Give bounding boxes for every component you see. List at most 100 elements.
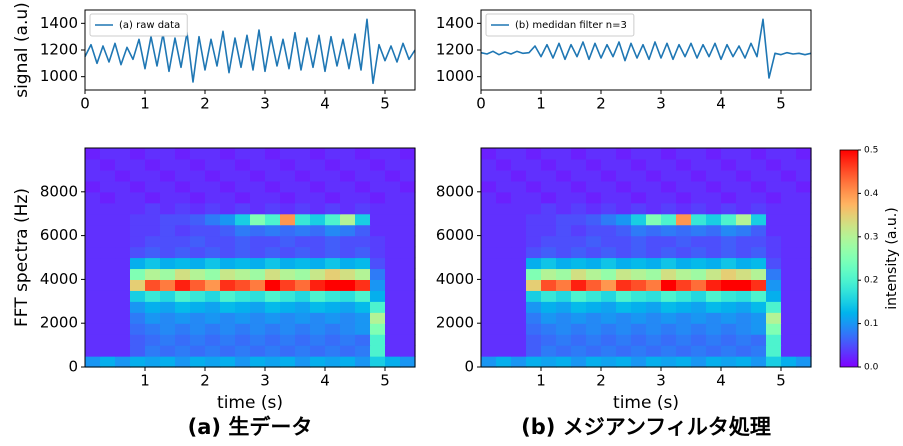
caption: (b) メジアンフィルタ処理 xyxy=(521,415,771,439)
spectrogram-cell xyxy=(400,290,416,302)
spectrogram-cell xyxy=(220,279,236,291)
spectrogram-cell xyxy=(631,356,647,368)
x-tick-label: 1 xyxy=(140,372,150,390)
x-tick-label: 5 xyxy=(776,95,786,113)
spectrogram-cell xyxy=(280,246,296,259)
spectrogram-cell xyxy=(385,356,401,368)
spectrogram-cell xyxy=(646,202,662,215)
spectrogram-cell xyxy=(385,158,401,171)
spectrogram-cell xyxy=(676,158,692,171)
spectrogram-cell xyxy=(310,345,326,357)
spectrogram-cell xyxy=(721,213,737,226)
spectrogram-cell xyxy=(676,148,692,160)
spectrogram-cell xyxy=(130,356,146,368)
spectrogram-cell xyxy=(526,268,542,280)
spectrogram-cell xyxy=(796,213,812,226)
spectrogram-cell xyxy=(250,224,266,237)
x-tick-label: 0 xyxy=(80,95,90,113)
spectrogram-cell xyxy=(751,235,767,248)
spectrogram-cell xyxy=(571,235,587,248)
spectrogram-cell xyxy=(616,356,632,368)
spectrogram-cell xyxy=(631,257,647,270)
y-tick-label: 1400 xyxy=(40,14,78,32)
spectrogram-cell xyxy=(325,290,341,302)
spectrogram-cell xyxy=(115,191,131,204)
spectrogram-cell xyxy=(250,148,266,160)
spectrogram-cell xyxy=(496,202,512,215)
spectrogram-cell xyxy=(751,148,767,160)
spectrogram-cell xyxy=(100,257,116,270)
spectrogram-cell xyxy=(676,301,692,313)
spectrogram-cell xyxy=(751,301,767,313)
spectrogram-cell xyxy=(190,345,206,357)
spectrogram-cell xyxy=(355,180,371,193)
spectrogram-cell xyxy=(691,356,707,368)
spectrogram-cell xyxy=(115,301,131,313)
spectrogram-cell xyxy=(265,279,281,291)
spectrogram-cell xyxy=(691,180,707,193)
spectrogram-cell xyxy=(265,356,281,368)
signal-line xyxy=(480,18,812,79)
y-tick-label: 6000 xyxy=(40,226,78,244)
spectrogram-cell xyxy=(205,290,221,302)
spectrogram-cell xyxy=(400,158,416,171)
spectrogram-cell xyxy=(115,257,131,270)
y-tick-label: 1400 xyxy=(436,14,474,32)
spectrogram-cell xyxy=(265,323,281,335)
spectrogram-cell xyxy=(496,148,512,160)
spectrogram-cell xyxy=(250,334,266,346)
spectrogram-cell xyxy=(355,148,371,160)
spectrogram-cell xyxy=(115,268,131,280)
spectrogram-cell xyxy=(220,191,236,204)
spectrogram-cell xyxy=(796,246,812,259)
spectrogram-cell xyxy=(766,246,782,259)
spectrogram-cell xyxy=(295,345,311,357)
spectrogram-cell xyxy=(661,290,677,302)
spectrogram-cell xyxy=(646,158,662,171)
spectrogram-cell xyxy=(556,235,572,248)
spectrogram-cell xyxy=(115,180,131,193)
spectrogram-cell xyxy=(115,323,131,335)
spectrogram-cell xyxy=(616,224,632,237)
spectrogram-cell xyxy=(481,148,497,160)
spectrogram-cell xyxy=(511,191,527,204)
spectrogram-cell xyxy=(676,169,692,182)
spectrogram-cell xyxy=(496,213,512,226)
spectrogram-cell xyxy=(160,257,176,270)
spectrogram-cell xyxy=(661,345,677,357)
spectrogram-cell xyxy=(676,213,692,226)
spectrogram-cell xyxy=(706,334,722,346)
spectrogram-cell xyxy=(130,224,146,237)
spectrogram-cell xyxy=(571,224,587,237)
spectrogram-cell xyxy=(616,202,632,215)
spectrogram-cell xyxy=(526,148,542,160)
spectrogram-cell xyxy=(721,268,737,280)
spectrogram-cell xyxy=(235,158,251,171)
spectrogram-cell xyxy=(601,169,617,182)
spectrogram-cell xyxy=(706,180,722,193)
spectrogram-cell xyxy=(235,345,251,357)
spectrogram-cell xyxy=(145,202,161,215)
spectrogram-cell xyxy=(691,334,707,346)
spectrogram-cell xyxy=(616,246,632,259)
spectrogram-cell xyxy=(691,268,707,280)
legend-label: (a) raw data xyxy=(119,20,180,31)
spectrogram-cell xyxy=(706,279,722,291)
spectrogram-cell xyxy=(781,169,797,182)
spectrogram-cell xyxy=(511,312,527,324)
spectrogram-cell xyxy=(235,148,251,160)
spectrogram-cell xyxy=(781,356,797,368)
spectrogram-cell xyxy=(295,158,311,171)
spectrogram-cell xyxy=(385,257,401,270)
spectrogram-cell xyxy=(601,334,617,346)
spectrogram-cell xyxy=(691,323,707,335)
spectrogram-cell xyxy=(235,290,251,302)
spectrogram-cell xyxy=(325,180,341,193)
spectrogram-cell xyxy=(400,268,416,280)
spectrogram-cell xyxy=(220,312,236,324)
spectrogram-cell xyxy=(130,213,146,226)
spectrogram-cell xyxy=(631,191,647,204)
spectrogram-cell xyxy=(691,257,707,270)
spectrogram-cell xyxy=(706,213,722,226)
spectrogram-cell xyxy=(280,235,296,248)
